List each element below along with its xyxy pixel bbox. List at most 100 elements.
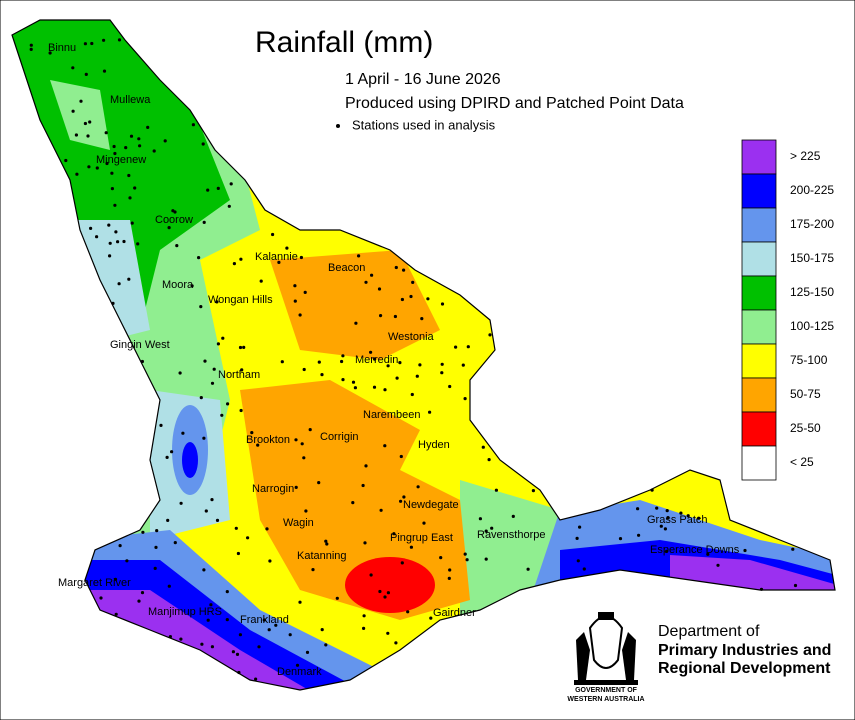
agency-name: Regional Development: [658, 660, 831, 677]
station: [294, 438, 298, 442]
station: [236, 551, 240, 556]
station: [706, 552, 710, 556]
station: [206, 618, 210, 622]
station: [129, 134, 134, 138]
station: [379, 508, 383, 512]
station: [225, 618, 229, 622]
station: [439, 556, 443, 560]
place-label: Newdegate: [403, 499, 459, 511]
place-label: Esperance Downs: [650, 544, 740, 556]
station: [362, 614, 366, 618]
station: [84, 72, 88, 76]
place-label: Northam: [218, 369, 260, 381]
station: [127, 277, 131, 281]
station: [411, 280, 415, 284]
station: [393, 314, 397, 319]
station: [105, 161, 109, 166]
government-label: GOVERNMENT OF: [575, 687, 638, 694]
station: [227, 204, 231, 208]
place-label: Margaret River: [58, 577, 131, 589]
legend-swatch: [741, 139, 777, 175]
station: [202, 436, 206, 440]
stations-note: Stations used in analysis: [352, 117, 496, 132]
station: [102, 38, 106, 42]
station: [179, 637, 183, 641]
station: [141, 530, 145, 534]
station: [369, 350, 373, 354]
station: [83, 121, 87, 126]
station: [170, 450, 174, 454]
station: [340, 359, 344, 364]
station: [128, 196, 132, 200]
station: [173, 541, 177, 545]
station: [386, 364, 390, 368]
station: [364, 280, 368, 284]
station: [362, 626, 366, 631]
station: [201, 142, 205, 146]
station: [274, 623, 278, 627]
station: [136, 242, 140, 246]
station: [89, 226, 93, 230]
station: [463, 552, 467, 556]
station: [155, 529, 159, 533]
station: [108, 241, 112, 245]
station: [410, 392, 414, 397]
place-label: Katanning: [297, 550, 347, 562]
legend-swatch: [741, 377, 777, 413]
station: [716, 563, 720, 567]
station: [202, 568, 206, 572]
station: [378, 589, 382, 594]
stations: [29, 38, 798, 681]
station: [298, 600, 302, 604]
station: [209, 603, 213, 607]
station: [167, 226, 171, 230]
station: [383, 444, 387, 448]
place-label: Beacon: [328, 262, 365, 274]
station: [117, 38, 122, 42]
station: [112, 144, 116, 149]
place-labels: Binnu Mullewa Mingenew Coorow Kalannie Beacon…: [48, 42, 740, 678]
station: [86, 134, 90, 138]
station: [461, 363, 465, 367]
station: [237, 670, 241, 675]
station: [409, 545, 413, 549]
place-label: Binnu: [48, 42, 76, 54]
station: [386, 631, 390, 635]
station: [202, 220, 206, 224]
station: [354, 321, 358, 325]
station: [246, 536, 250, 540]
station: [665, 509, 669, 513]
legend-label: 50-75: [790, 387, 821, 401]
station: [402, 495, 406, 499]
station: [304, 509, 308, 513]
station: [238, 633, 242, 637]
station: [159, 423, 163, 427]
station: [395, 376, 399, 380]
station: [137, 137, 141, 141]
station: [409, 294, 413, 299]
station: [231, 650, 235, 654]
station: [418, 363, 422, 367]
station: [215, 300, 219, 304]
zone: [460, 480, 560, 620]
station: [302, 367, 306, 372]
legend-label: 75-100: [790, 353, 828, 367]
station: [484, 529, 488, 533]
station: [466, 345, 470, 349]
place-label: Westonia: [388, 331, 435, 343]
zone: [345, 557, 435, 613]
legend-swatch: [741, 241, 777, 277]
station: [679, 511, 683, 515]
place-label: Mingenew: [96, 154, 146, 166]
station: [110, 187, 114, 191]
station: [154, 545, 158, 550]
place-label: Grass Patch: [647, 514, 708, 526]
place-label: Narrogin: [252, 483, 294, 495]
station: [484, 557, 488, 561]
station: [234, 526, 238, 530]
station: [488, 333, 492, 337]
station: [335, 596, 339, 600]
station: [293, 284, 297, 288]
station: [191, 123, 195, 127]
legend-swatch: [741, 343, 777, 379]
